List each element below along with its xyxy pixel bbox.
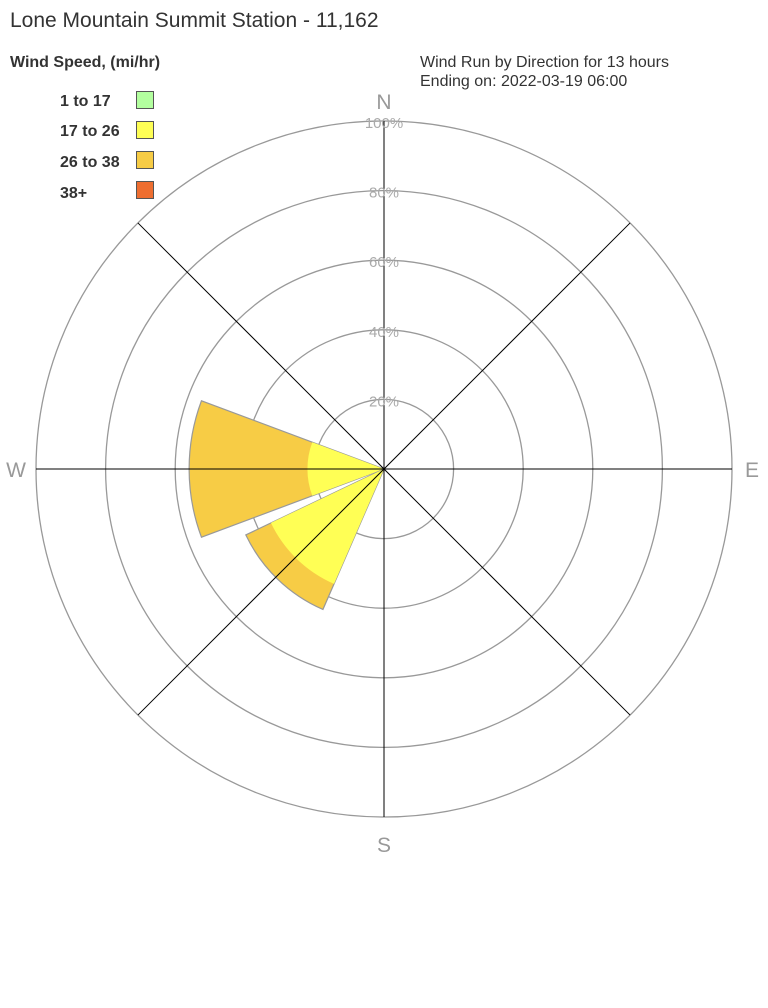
legend-label: 26 to 38 <box>60 154 120 171</box>
legend-label: 1 to 17 <box>60 93 111 110</box>
legend-label: 38+ <box>60 185 88 202</box>
ring-label: 80% <box>369 185 399 202</box>
subtitle-line2: Ending on: 2022-03-19 06:00 <box>420 73 628 90</box>
ring-label: 60% <box>369 254 399 271</box>
ring-label: 40% <box>369 324 399 341</box>
legend-label: 17 to 26 <box>60 123 120 140</box>
chart-title: Lone Mountain Summit Station - 11,162 <box>10 9 379 32</box>
legend-title: Wind Speed, (mi/hr) <box>10 54 161 71</box>
legend-swatch <box>136 91 154 109</box>
compass-label-S: S <box>377 834 391 857</box>
compass-label-W: W <box>6 459 26 482</box>
legend-swatch <box>136 121 154 139</box>
direction-axis-line <box>137 222 631 716</box>
subtitle-line1: Wind Run by Direction for 13 hours <box>420 54 669 71</box>
ring-label: 100% <box>365 115 403 132</box>
ring-label: 20% <box>369 393 399 410</box>
compass-label-E: E <box>745 459 759 482</box>
legend-swatch <box>136 181 154 199</box>
legend-swatch <box>136 151 154 169</box>
compass-label-N: N <box>376 91 391 114</box>
